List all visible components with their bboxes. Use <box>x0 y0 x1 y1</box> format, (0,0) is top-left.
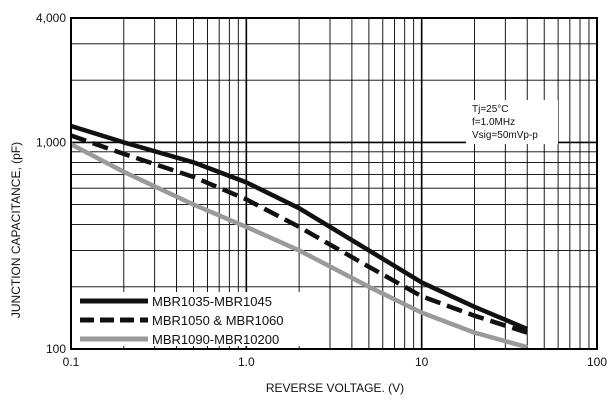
x-tick-label-3: 100 <box>587 355 607 369</box>
series-lines <box>69 123 529 350</box>
x-tick-label-2: 10 <box>415 355 429 369</box>
legend-label-2: MBR1050 & MBR1060 <box>152 313 284 328</box>
y-tick-label-0: 100 <box>46 342 66 356</box>
series-line-3 <box>69 142 528 350</box>
y-axis-title: JUNCTION CAPACITANCE, (pF) <box>9 142 23 318</box>
legend: MBR1035-MBR1045 MBR1050 & MBR1060 MBR109… <box>76 292 316 347</box>
annotation-line-2: f=1.0MHz <box>472 117 515 128</box>
y-tick-label-1: 1,000 <box>36 135 66 149</box>
x-tick-label-0: 0.1 <box>63 355 80 369</box>
annotation-line-1: Tj=25°C <box>472 104 509 115</box>
conditions-annotation: Tj=25°C f=1.0MHz Vsig=50mVp-p <box>466 100 558 144</box>
x-axis-title: REVERSE VOLTAGE. (V) <box>266 381 404 395</box>
series-line-2 <box>70 133 528 335</box>
legend-label-3: MBR1090-MBR10200 <box>152 332 279 347</box>
legend-label-1: MBR1035-MBR1045 <box>152 294 272 309</box>
annotation-box <box>466 100 558 144</box>
plot-border <box>70 17 598 350</box>
annotation-line-3: Vsig=50mVp-p <box>472 130 538 141</box>
grid <box>70 17 597 350</box>
y-tick-label-2: 4,000 <box>36 11 66 25</box>
x-tick-label-1: 1.0 <box>238 355 255 369</box>
tick-labels: 0.1 1.0 10 100 100 1,000 4,000 <box>36 11 607 369</box>
series-line-1 <box>70 123 529 332</box>
plot-frame <box>70 17 598 350</box>
